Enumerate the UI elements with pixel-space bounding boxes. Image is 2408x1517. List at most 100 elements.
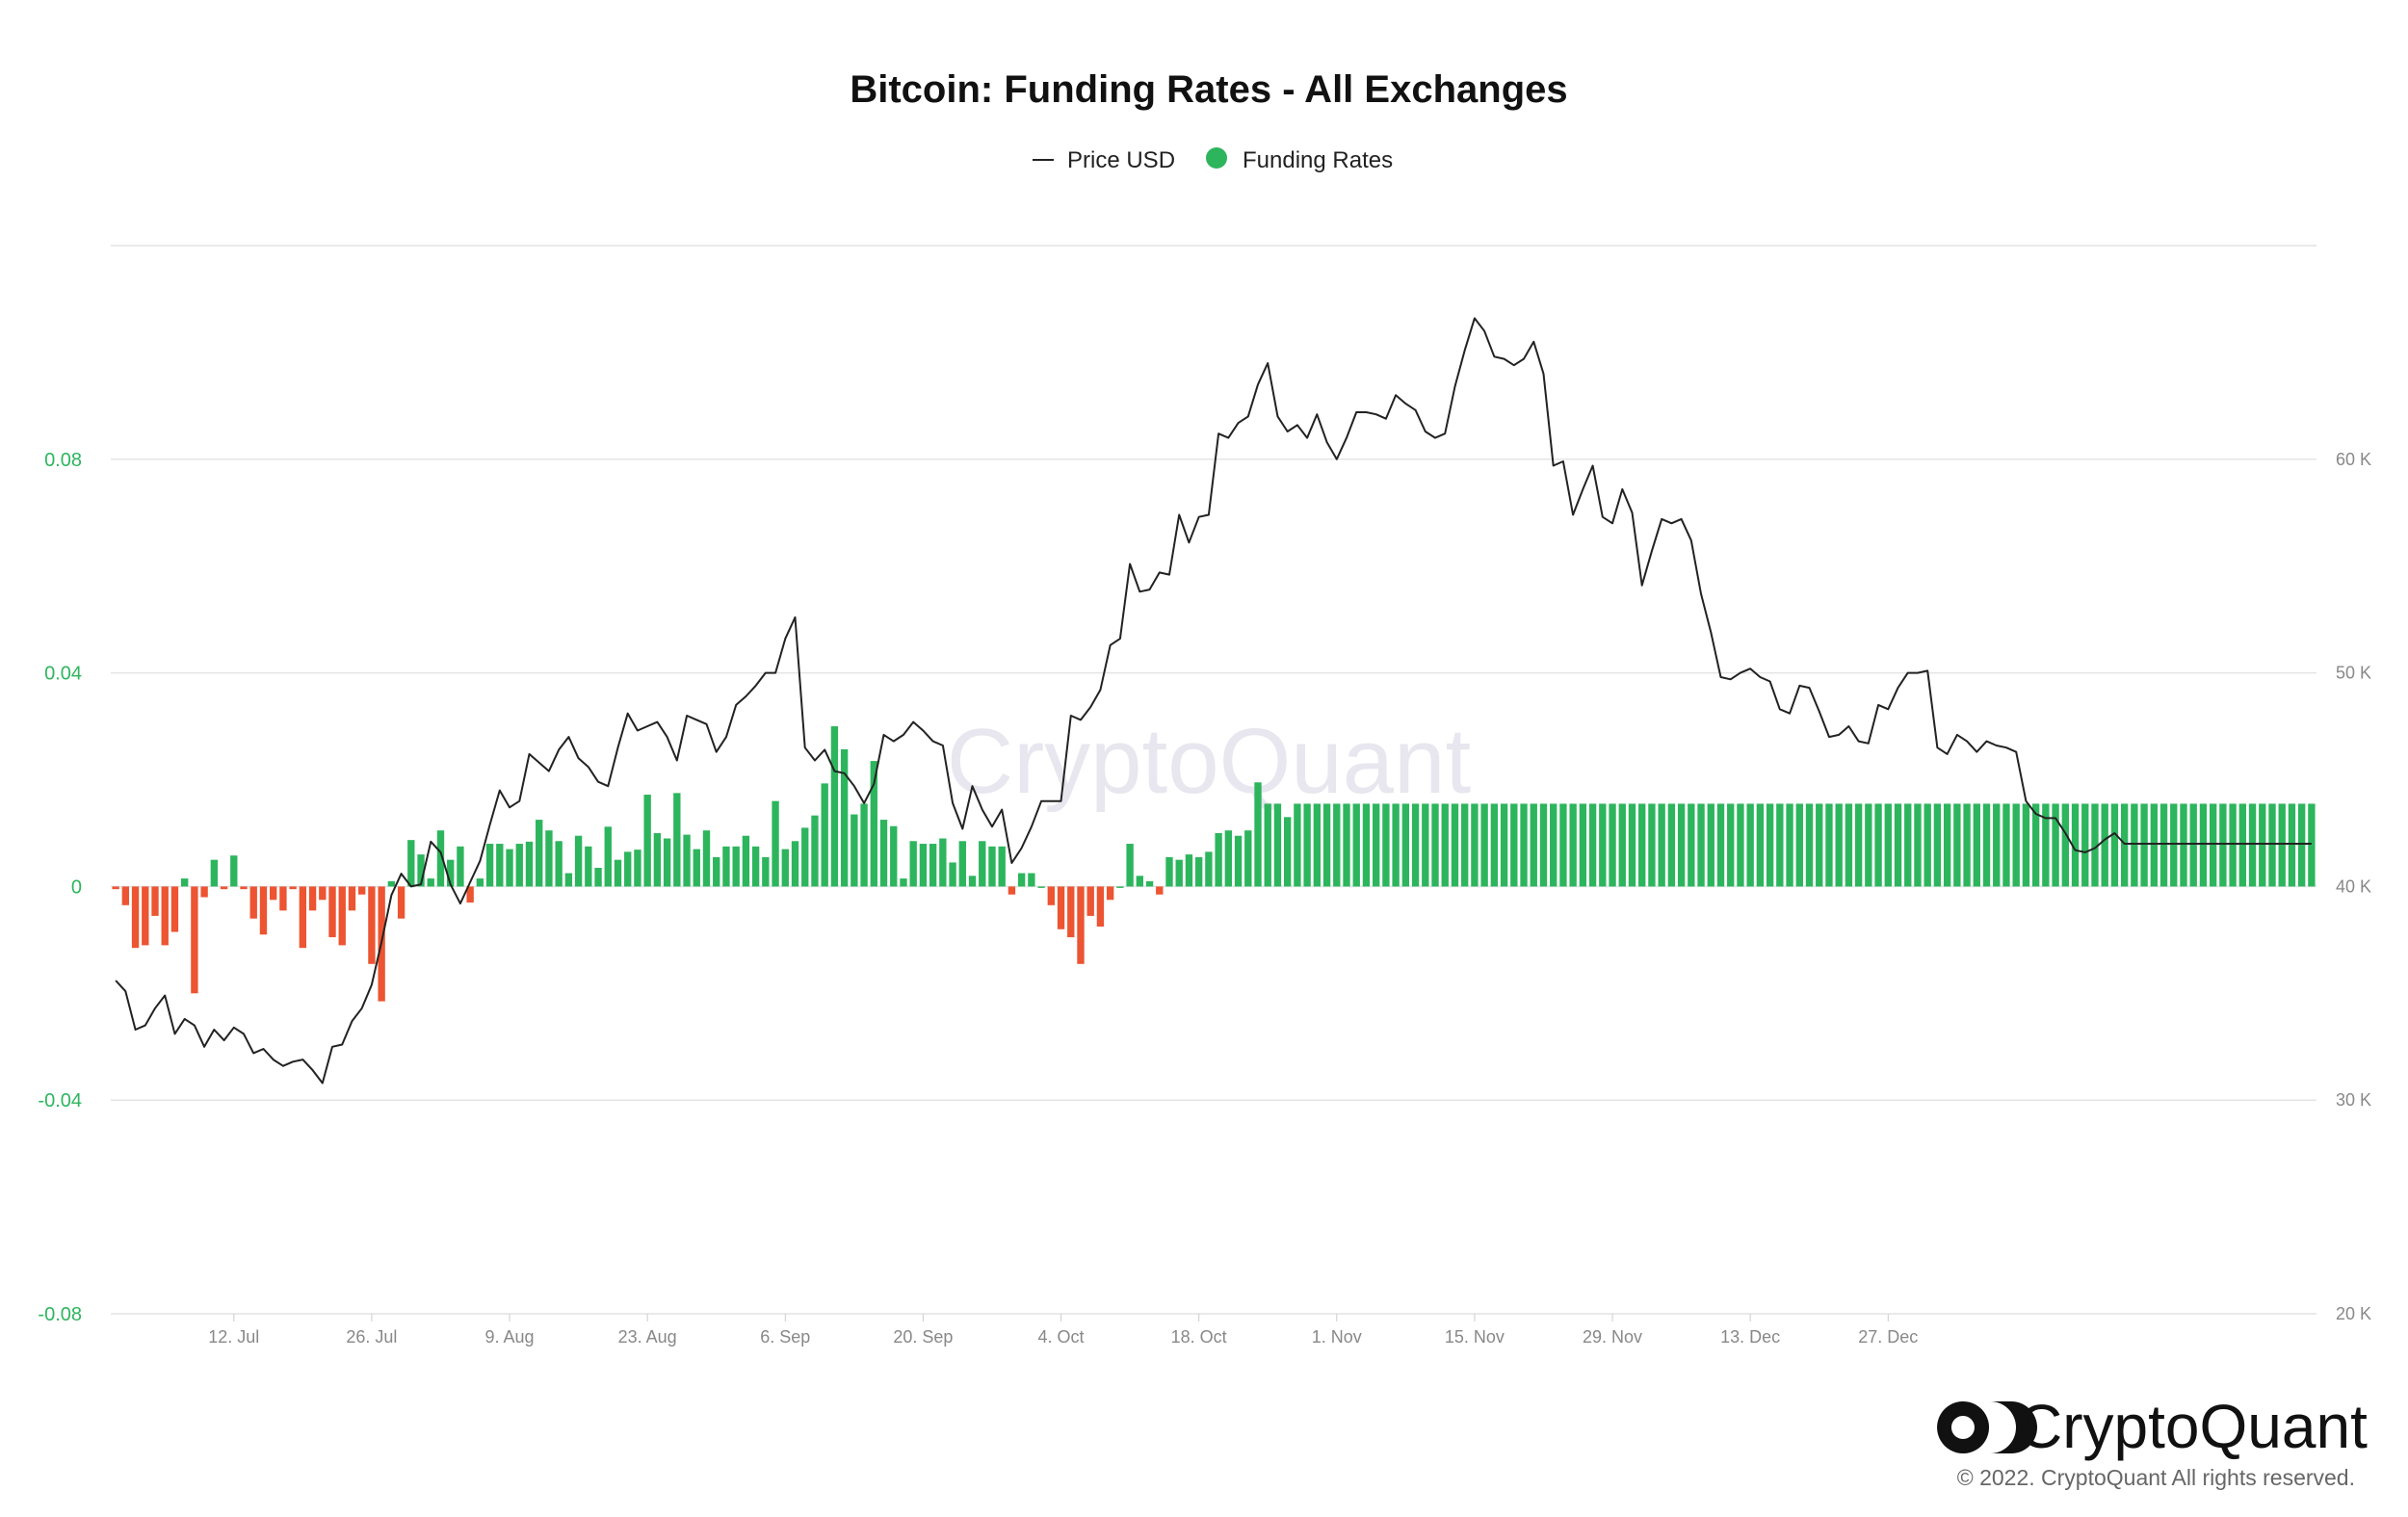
- y-left-tick-label: -0.04: [38, 1090, 82, 1112]
- legend: Price USD Funding Rates: [1033, 147, 1393, 173]
- funding-bar-positive: [1697, 803, 1705, 887]
- funding-bar-positive: [1382, 803, 1390, 887]
- funding-bar-positive: [1963, 803, 1971, 887]
- funding-bar-positive: [2259, 803, 2266, 887]
- funding-bar-positive: [713, 856, 720, 887]
- funding-bar-positive: [1136, 876, 1144, 887]
- funding-bar-positive: [1638, 803, 1646, 887]
- funding-bar-positive: [427, 878, 434, 887]
- x-tick-label: 18. Oct: [1171, 1327, 1227, 1347]
- funding-bar-negative: [151, 886, 159, 916]
- funding-bar-positive: [900, 878, 907, 887]
- funding-bar-negative: [1008, 886, 1016, 895]
- funding-bar-positive: [1953, 803, 1961, 887]
- funding-bar-positive: [1254, 782, 1262, 887]
- chart-title: Bitcoin: Funding Rates - All Exchanges: [850, 68, 1567, 111]
- funding-bar-positive: [1816, 803, 1823, 887]
- funding-bar-positive: [1599, 803, 1607, 887]
- legend-item-funding[interactable]: Funding Rates: [1206, 147, 1393, 173]
- funding-bar-positive: [2022, 803, 2030, 887]
- funding-bar-positive: [1471, 803, 1479, 887]
- legend-item-price[interactable]: Price USD: [1033, 147, 1175, 173]
- funding-bar-positive: [2061, 803, 2069, 887]
- funding-bar-positive: [1973, 803, 1980, 887]
- funding-bar-positive: [1845, 803, 1853, 887]
- funding-bar-positive: [525, 841, 534, 887]
- funding-bar-negative: [308, 886, 317, 911]
- y-left-tick-label: -0.08: [38, 1304, 82, 1325]
- cryptoquant-logo: CryptoQuant: [1937, 1392, 2368, 1461]
- funding-bar-positive: [1333, 803, 1341, 887]
- funding-bar-positive: [634, 850, 641, 887]
- funding-bar-positive: [781, 849, 789, 887]
- funding-bar-positive: [1737, 803, 1744, 887]
- funding-bar-negative: [121, 886, 130, 905]
- funding-bar-positive: [998, 846, 1006, 887]
- funding-bar-positive: [762, 856, 770, 887]
- funding-bar-positive: [1569, 803, 1577, 887]
- funding-bar-positive: [1294, 803, 1301, 887]
- funding-bar-positive: [1422, 803, 1429, 887]
- funding-bar-positive: [1441, 803, 1449, 887]
- funding-bar-positive: [1017, 873, 1026, 887]
- funding-bar-positive: [702, 830, 711, 887]
- funding-bar-positive: [1716, 803, 1725, 887]
- funding-bar-negative: [1057, 886, 1065, 929]
- funding-bar-positive: [870, 761, 877, 887]
- funding-bar-positive: [1175, 859, 1183, 887]
- funding-bar-positive: [830, 726, 839, 887]
- funding-bar-positive: [1480, 803, 1488, 887]
- funding-bar-positive: [1786, 803, 1793, 887]
- funding-bar-positive: [1795, 803, 1803, 887]
- funding-bar-positive: [1993, 803, 2001, 887]
- funding-bar-positive: [1530, 803, 1537, 887]
- funding-bar-positive: [1194, 856, 1203, 887]
- funding-bar-positive: [840, 748, 849, 887]
- funding-bar-positive: [851, 814, 858, 887]
- funding-bar-positive: [1362, 803, 1371, 887]
- funding-bar-positive: [1215, 832, 1222, 887]
- funding-bar-positive: [879, 820, 888, 887]
- funding-bar-positive: [1401, 803, 1410, 887]
- funding-bar-positive: [614, 859, 622, 887]
- funding-bar-positive: [2071, 803, 2080, 887]
- funding-bar-positive: [536, 820, 543, 887]
- funding-rate-bars: [112, 726, 2316, 1002]
- funding-bar-positive: [1185, 854, 1193, 887]
- copyright-text: © 2022. CryptoQuant All rights reserved.: [1957, 1465, 2355, 1490]
- funding-bar-positive: [230, 855, 238, 887]
- funding-bar-negative: [249, 886, 257, 919]
- funding-bar-positive: [2199, 803, 2208, 887]
- funding-bar-positive: [2042, 803, 2050, 887]
- x-tick-label: 20. Sep: [893, 1327, 953, 1347]
- funding-bar-positive: [1894, 803, 1902, 887]
- funding-bar-positive: [407, 840, 415, 887]
- funding-bar-positive: [1283, 817, 1292, 887]
- funding-bar-positive: [979, 841, 986, 887]
- funding-bar-positive: [1776, 803, 1784, 887]
- funding-bar-positive: [2031, 803, 2040, 887]
- y-left-tick-label: 0.04: [44, 664, 82, 685]
- funding-bar-positive: [1510, 803, 1518, 887]
- funding-bar-positive: [939, 838, 947, 887]
- funding-bar-positive: [2209, 803, 2217, 887]
- funding-bar-positive: [485, 844, 494, 887]
- funding-bar-positive: [653, 832, 662, 887]
- funding-bar-positive: [742, 835, 750, 887]
- funding-bar-positive: [1224, 830, 1233, 887]
- funding-bar-positive: [1825, 803, 1833, 887]
- x-tick-label: 27. Dec: [1858, 1327, 1918, 1347]
- y-right-tick-label: 50 K: [2336, 664, 2371, 683]
- funding-bar-positive: [791, 841, 799, 887]
- x-tick-label: 12. Jul: [208, 1327, 259, 1347]
- funding-bar-positive: [2297, 803, 2306, 887]
- funding-bar-positive: [564, 873, 573, 887]
- funding-bar-positive: [515, 844, 523, 887]
- funding-bar-positive: [506, 849, 513, 887]
- funding-bar-positive: [555, 841, 563, 887]
- funding-bar-negative: [338, 886, 346, 946]
- funding-bar-positive: [1756, 803, 1765, 887]
- x-tick-label: 13. Dec: [1720, 1327, 1780, 1347]
- funding-bar-positive: [1352, 803, 1360, 887]
- funding-bar-positive: [2002, 803, 2010, 887]
